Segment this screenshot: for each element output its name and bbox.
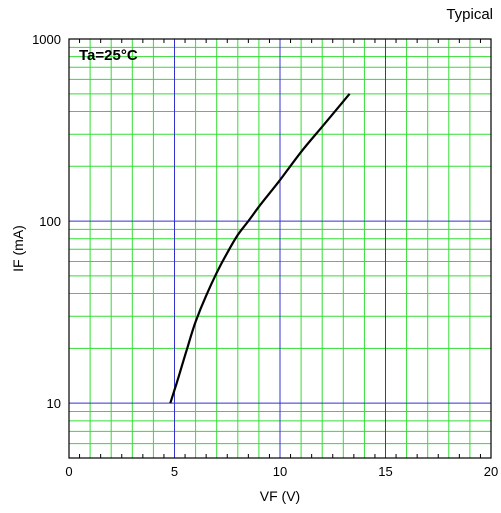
y-tick-label: 100 (39, 214, 61, 229)
x-tick-labels: 0 5 10 15 20 (65, 464, 498, 479)
tick-marks (79, 39, 481, 458)
plot-frame (68, 38, 492, 459)
chart-note: Typical (446, 6, 493, 23)
y-tick-labels: 10 100 1000 (32, 32, 61, 411)
minor-gridlines (69, 39, 491, 458)
x-tick-label: 5 (171, 464, 178, 479)
y-tick-label: 10 (47, 396, 61, 411)
condition-label: Ta=25°C (79, 47, 138, 64)
y-tick-label: 1000 (32, 32, 61, 47)
x-tick-label: 20 (484, 464, 498, 479)
x-axis-label: VF (V) (260, 488, 300, 504)
major-gridlines (69, 39, 491, 458)
x-tick-label: 0 (65, 464, 72, 479)
y-axis-label: IF (mA) (10, 225, 26, 272)
series-line (169, 93, 351, 404)
x-tick-label: 15 (378, 464, 392, 479)
x-tick-label: 10 (273, 464, 287, 479)
